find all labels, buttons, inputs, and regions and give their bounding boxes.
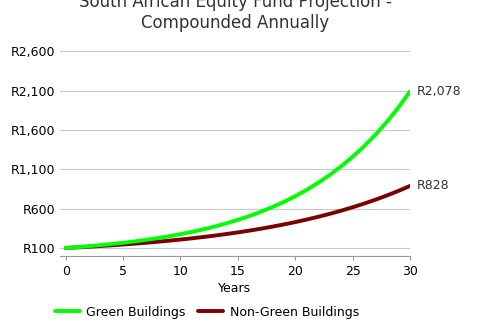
Non-Green Buildings	[143, 241, 149, 245]
Green Buildings	[361, 144, 367, 148]
Green Buildings	[189, 230, 195, 234]
Non-Green Buildings	[304, 217, 310, 221]
Green Buildings	[178, 232, 184, 236]
Green Buildings	[246, 214, 252, 218]
Non-Green Buildings	[326, 212, 332, 216]
Non-Green Buildings	[246, 229, 252, 233]
Green Buildings	[384, 120, 390, 124]
Non-Green Buildings	[384, 194, 390, 197]
Non-Green Buildings	[258, 227, 264, 231]
Green Buildings	[315, 181, 321, 185]
Non-Green Buildings	[270, 225, 276, 229]
Text: R828: R828	[417, 179, 450, 193]
Line: Non-Green Buildings: Non-Green Buildings	[66, 186, 410, 248]
Non-Green Buildings	[281, 222, 287, 226]
Non-Green Buildings	[396, 189, 402, 193]
Green Buildings	[74, 245, 80, 249]
Green Buildings	[120, 241, 126, 245]
Green Buildings	[304, 188, 310, 192]
Green Buildings	[143, 238, 149, 242]
Green Buildings	[281, 200, 287, 204]
Non-Green Buildings	[235, 230, 241, 234]
Green Buildings	[326, 173, 332, 177]
Non-Green Buildings	[178, 237, 184, 241]
Green Buildings	[372, 133, 378, 136]
Green Buildings	[200, 227, 206, 231]
Green Buildings	[62, 246, 68, 250]
Green Buildings	[396, 105, 402, 109]
Green Buildings	[258, 210, 264, 214]
Non-Green Buildings	[361, 202, 367, 206]
Green Buildings	[132, 239, 138, 243]
Green Buildings	[108, 242, 114, 246]
Non-Green Buildings	[120, 242, 126, 246]
Green Buildings	[86, 244, 91, 248]
Green Buildings	[407, 90, 413, 93]
Non-Green Buildings	[154, 240, 160, 244]
Non-Green Buildings	[338, 209, 344, 213]
Green Buildings	[224, 221, 230, 225]
Non-Green Buildings	[108, 243, 114, 247]
Green Buildings	[235, 218, 241, 222]
Line: Green Buildings: Green Buildings	[66, 92, 410, 248]
Non-Green Buildings	[372, 198, 378, 202]
Non-Green Buildings	[74, 245, 80, 249]
Green Buildings	[338, 164, 344, 168]
Non-Green Buildings	[86, 245, 91, 249]
Green Buildings	[212, 224, 218, 228]
Non-Green Buildings	[407, 184, 413, 188]
Non-Green Buildings	[212, 234, 218, 237]
Non-Green Buildings	[200, 235, 206, 239]
Green Buildings	[97, 243, 103, 247]
Green Buildings	[270, 205, 276, 209]
Green Buildings	[154, 236, 160, 240]
Non-Green Buildings	[166, 239, 172, 243]
X-axis label: Years: Years	[218, 282, 252, 295]
Green Buildings	[350, 155, 356, 159]
Green Buildings	[292, 194, 298, 198]
Non-Green Buildings	[132, 242, 138, 246]
Non-Green Buildings	[62, 246, 68, 250]
Legend: Green Buildings, Non-Green Buildings: Green Buildings, Non-Green Buildings	[50, 301, 364, 324]
Non-Green Buildings	[292, 220, 298, 224]
Non-Green Buildings	[350, 205, 356, 209]
Green Buildings	[166, 234, 172, 238]
Title: South African Equity Fund Projection -
Compounded Annually: South African Equity Fund Projection - C…	[78, 0, 392, 32]
Non-Green Buildings	[97, 244, 103, 248]
Non-Green Buildings	[224, 232, 230, 236]
Non-Green Buildings	[189, 236, 195, 240]
Text: R2,078: R2,078	[417, 85, 462, 98]
Non-Green Buildings	[315, 215, 321, 219]
